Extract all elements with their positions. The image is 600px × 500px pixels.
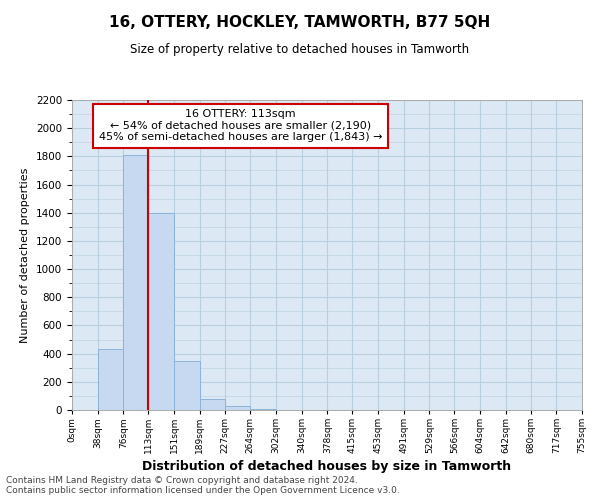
Bar [174, 360, 200, 410]
Bar [124, 155, 148, 410]
X-axis label: Distribution of detached houses by size in Tamworth: Distribution of detached houses by size … [142, 460, 512, 473]
Text: Contains HM Land Registry data © Crown copyright and database right 2024.
Contai: Contains HM Land Registry data © Crown c… [6, 476, 400, 495]
Text: 16 OTTERY: 113sqm
← 54% of detached houses are smaller (2,190)
45% of semi-detac: 16 OTTERY: 113sqm ← 54% of detached hous… [98, 110, 382, 142]
Bar [226, 406, 250, 410]
Text: 16, OTTERY, HOCKLEY, TAMWORTH, B77 5QH: 16, OTTERY, HOCKLEY, TAMWORTH, B77 5QH [109, 15, 491, 30]
Bar [200, 398, 226, 410]
Bar [148, 212, 174, 410]
Y-axis label: Number of detached properties: Number of detached properties [20, 168, 31, 342]
Bar [98, 350, 124, 410]
Text: Size of property relative to detached houses in Tamworth: Size of property relative to detached ho… [130, 42, 470, 56]
